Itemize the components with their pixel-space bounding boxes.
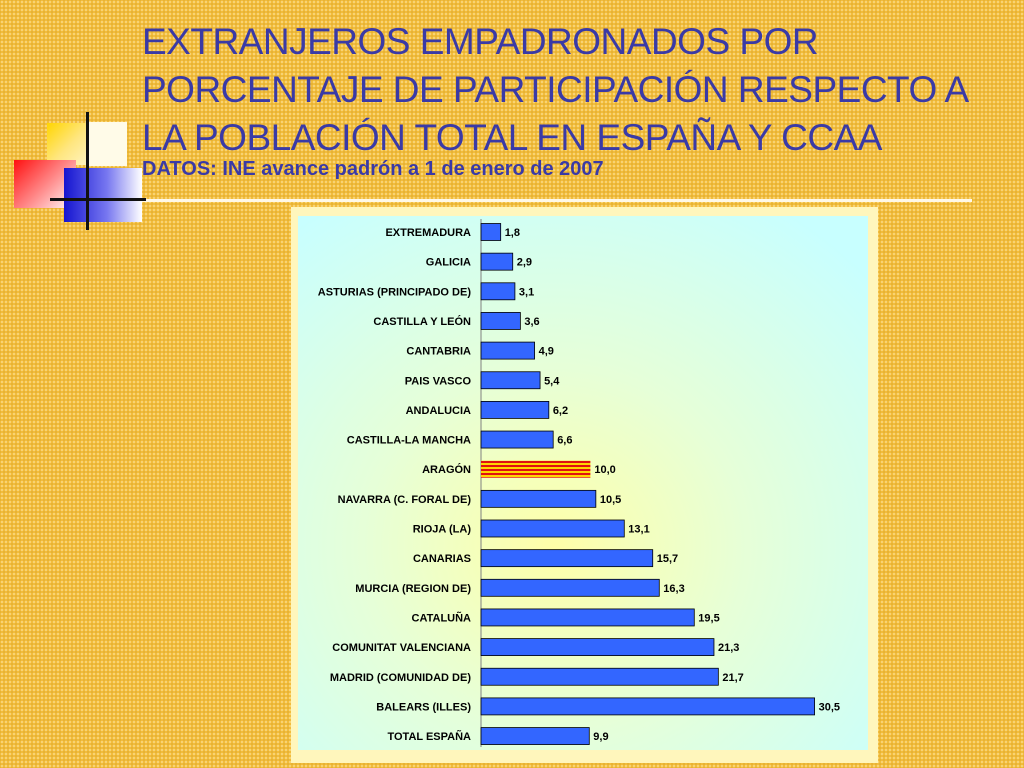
vertical-line — [86, 112, 89, 230]
category-label: EXTREMADURA — [385, 227, 471, 239]
data-label: 19,5 — [698, 612, 719, 624]
bar — [480, 697, 815, 716]
category-label: TOTAL ESPAÑA — [387, 730, 471, 743]
category-label: COMUNITAT VALENCIANA — [332, 642, 471, 654]
data-label: 1,8 — [505, 227, 520, 239]
data-label: 13,1 — [628, 524, 649, 536]
data-label: 16,3 — [663, 583, 684, 595]
data-label: 30,5 — [819, 701, 840, 713]
data-label: 6,6 — [557, 435, 572, 447]
chart-area: EXTREMADURA 1,8 GALICIA 2,9 ASTURIAS (PRINCI… — [291, 207, 878, 763]
data-label: 21,7 — [722, 672, 743, 684]
bar — [480, 727, 590, 745]
bar — [480, 312, 521, 330]
category-label: CANTABRIA — [406, 346, 471, 358]
data-label: 3,6 — [524, 316, 539, 328]
data-label: 21,3 — [718, 642, 739, 654]
yellow-square — [47, 123, 87, 165]
category-label: CATALUÑA — [412, 611, 472, 624]
blue-square — [64, 168, 142, 222]
category-label: RIOJA (LA) — [413, 524, 472, 536]
category-label: CASTILLA-LA MANCHA — [347, 435, 471, 447]
bar — [480, 519, 625, 538]
category-label: ANDALUCIA — [406, 405, 471, 417]
data-label: 2,9 — [517, 257, 532, 269]
category-label: NAVARRA (C. FORAL DE) — [338, 494, 472, 506]
slide-subtitle: DATOS: INE avance padrón a 1 de enero de… — [142, 158, 604, 180]
bar — [480, 223, 502, 241]
bar — [480, 252, 514, 271]
data-label: 9,9 — [593, 731, 608, 743]
bar — [480, 578, 660, 597]
bar — [480, 430, 554, 449]
category-label: CANARIAS — [413, 553, 471, 565]
bar — [480, 489, 597, 508]
data-label: 3,1 — [519, 286, 534, 298]
category-label: BALEARS (ILLES) — [376, 701, 471, 713]
category-label: GALICIA — [426, 257, 471, 269]
decorative-squares-logo — [0, 0, 160, 240]
category-label: MURCIA (REGION DE) — [355, 583, 471, 595]
white-square — [89, 122, 127, 166]
data-label: 6,2 — [553, 405, 568, 417]
bar — [480, 341, 535, 360]
bar-aragon-highlight — [481, 460, 591, 478]
horizontal-line — [50, 198, 146, 201]
category-label: MADRID (COMUNIDAD DE) — [330, 672, 471, 684]
data-label: 4,9 — [539, 346, 554, 358]
bar — [480, 371, 541, 390]
bar — [480, 608, 695, 627]
category-label: ARAGÓN — [422, 463, 471, 476]
slide-title: EXTRANJEROS EMPADRONADOS POR PORCENTAJE … — [142, 21, 969, 158]
plot-background — [298, 216, 868, 750]
data-label: 10,5 — [600, 494, 621, 506]
bar — [480, 400, 550, 419]
data-label: 15,7 — [657, 553, 678, 565]
bar — [480, 282, 516, 301]
category-label: CASTILLA Y LEÓN — [373, 315, 471, 328]
data-label: 10,0 — [594, 464, 615, 476]
category-label: PAIS VASCO — [405, 375, 472, 387]
bar — [480, 667, 719, 686]
bar-chart: EXTREMADURA 1,8 GALICIA 2,9 ASTURIAS (PRINCI… — [298, 216, 868, 750]
bar — [480, 638, 715, 657]
title-divider — [78, 199, 972, 202]
bar — [480, 549, 654, 568]
category-label: ASTURIAS (PRINCIPADO DE) — [318, 286, 472, 298]
data-label: 5,4 — [544, 375, 560, 387]
